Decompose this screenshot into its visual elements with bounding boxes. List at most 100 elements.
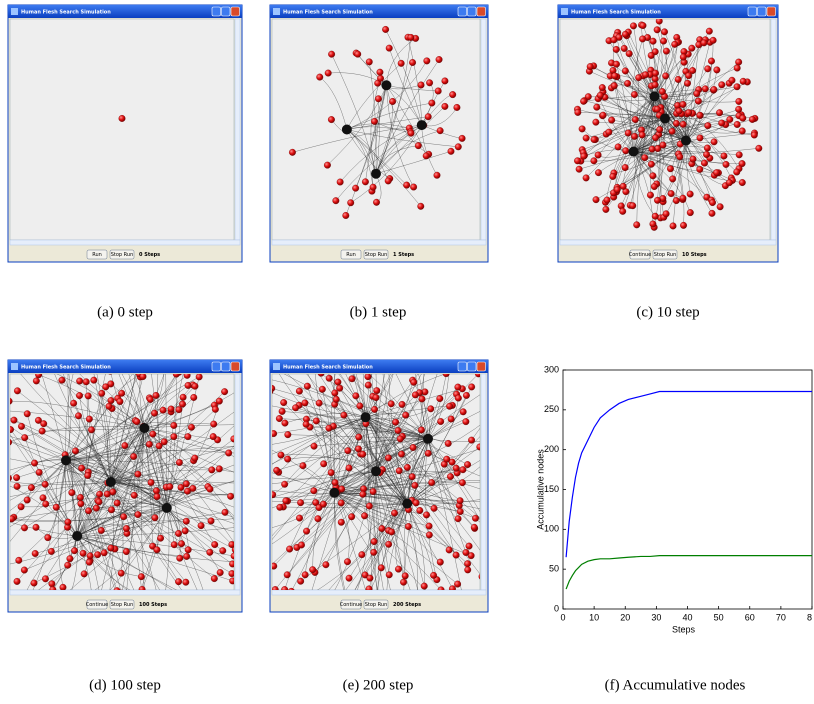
node xyxy=(722,160,730,168)
edge xyxy=(65,460,124,517)
node xyxy=(400,578,407,586)
edge xyxy=(334,482,463,493)
node xyxy=(738,127,746,135)
window-control[interactable] xyxy=(221,6,231,17)
node xyxy=(701,85,709,93)
button[interactable] xyxy=(652,249,678,260)
node xyxy=(611,72,619,80)
hub xyxy=(402,498,413,509)
window-control[interactable] xyxy=(467,361,477,372)
window-control[interactable] xyxy=(457,6,467,17)
node xyxy=(710,138,718,146)
v-scrollbar[interactable] xyxy=(480,18,487,241)
edge xyxy=(685,44,699,141)
node xyxy=(68,489,76,497)
edge xyxy=(273,471,377,567)
node xyxy=(456,508,464,515)
window-control[interactable] xyxy=(221,361,231,372)
node xyxy=(377,564,385,572)
h-scrollbar[interactable] xyxy=(559,239,777,246)
node xyxy=(64,561,72,569)
edge xyxy=(616,64,634,152)
app-icon xyxy=(273,363,280,370)
node xyxy=(100,549,108,557)
node xyxy=(100,627,107,634)
node xyxy=(191,382,199,390)
window-control[interactable] xyxy=(476,6,486,17)
edge xyxy=(633,151,727,165)
edge xyxy=(355,85,387,189)
h-scrollbar[interactable] xyxy=(271,239,487,246)
window-control[interactable] xyxy=(747,6,757,17)
edge xyxy=(375,106,446,174)
node xyxy=(655,19,663,25)
node xyxy=(272,430,278,438)
edge xyxy=(589,71,655,97)
window-control[interactable] xyxy=(230,6,240,17)
status-label: 100 Steps xyxy=(139,602,167,608)
v-scrollbar[interactable] xyxy=(480,373,487,591)
edge xyxy=(10,427,145,501)
node xyxy=(65,334,72,341)
node xyxy=(639,35,647,43)
node xyxy=(464,461,471,469)
node xyxy=(312,499,320,507)
edge xyxy=(369,61,377,174)
node xyxy=(638,131,646,139)
button[interactable] xyxy=(629,249,651,260)
edge xyxy=(654,96,660,201)
window-control[interactable] xyxy=(476,361,486,372)
window-control[interactable] xyxy=(467,6,477,17)
h-scrollbar[interactable] xyxy=(9,589,241,596)
edge xyxy=(287,457,377,472)
button[interactable] xyxy=(340,249,362,260)
node xyxy=(735,97,743,105)
button[interactable] xyxy=(109,249,135,260)
node xyxy=(624,79,632,87)
node xyxy=(32,377,40,385)
node xyxy=(456,497,464,505)
edge xyxy=(664,118,717,173)
button[interactable] xyxy=(363,599,389,610)
edge xyxy=(56,374,145,429)
node xyxy=(739,77,747,85)
h-scrollbar[interactable] xyxy=(271,589,487,596)
button[interactable] xyxy=(86,249,108,260)
button[interactable] xyxy=(86,599,108,610)
button[interactable] xyxy=(109,599,135,610)
h-scrollbar[interactable] xyxy=(9,239,241,246)
node xyxy=(647,51,655,59)
node xyxy=(725,179,733,187)
node xyxy=(344,447,352,455)
window-control[interactable] xyxy=(211,6,221,17)
button[interactable] xyxy=(363,249,389,260)
node xyxy=(252,477,259,484)
v-scrollbar[interactable] xyxy=(234,373,241,591)
node xyxy=(441,102,449,110)
node xyxy=(398,450,405,458)
window-control[interactable] xyxy=(457,361,467,372)
node xyxy=(418,395,426,403)
node xyxy=(118,338,125,345)
node xyxy=(686,190,694,198)
v-scrollbar[interactable] xyxy=(234,18,241,241)
v-scrollbar[interactable] xyxy=(770,18,777,241)
window-control[interactable] xyxy=(766,6,776,17)
node xyxy=(651,212,659,220)
edge xyxy=(144,374,165,429)
status-label: 0 Steps xyxy=(139,252,160,258)
window-control[interactable] xyxy=(757,6,767,17)
window-control[interactable] xyxy=(211,361,221,372)
edge xyxy=(662,140,687,199)
edge xyxy=(306,424,408,504)
button[interactable] xyxy=(340,599,362,610)
window-control[interactable] xyxy=(230,361,240,372)
node xyxy=(179,400,186,408)
node xyxy=(80,570,88,578)
node xyxy=(85,507,93,515)
node xyxy=(254,471,261,478)
node xyxy=(334,353,341,360)
node xyxy=(275,415,283,422)
node xyxy=(436,395,444,403)
edge xyxy=(612,70,634,152)
